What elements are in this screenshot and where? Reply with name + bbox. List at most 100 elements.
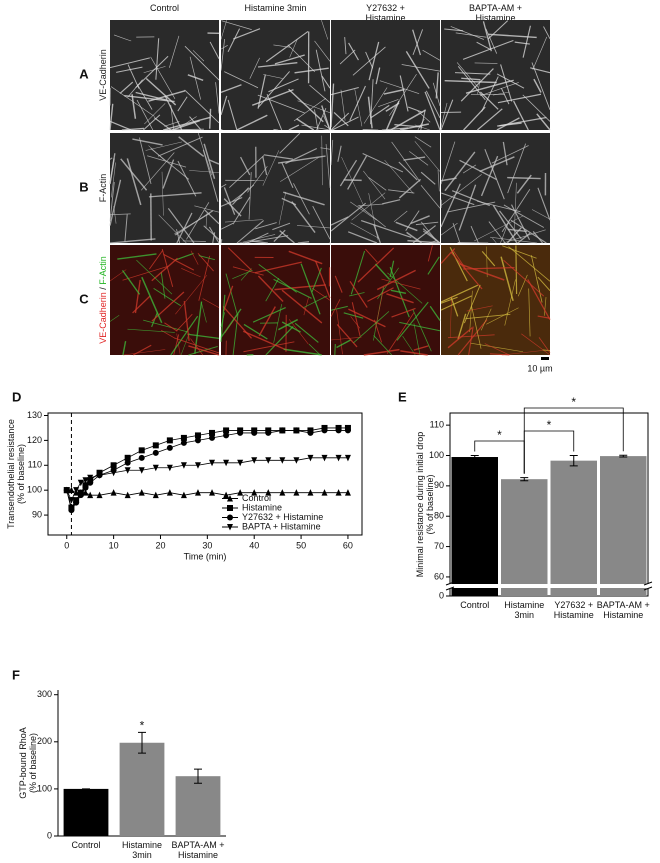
micrograph-texture <box>417 118 425 131</box>
micrograph-texture <box>232 28 261 40</box>
micrograph-texture <box>162 116 211 131</box>
micrograph-texture <box>471 306 482 349</box>
micrograph-texture <box>379 80 420 95</box>
micrograph-texture <box>212 232 216 244</box>
marker <box>87 479 94 486</box>
micrograph-texture <box>521 333 551 356</box>
series-line <box>66 430 348 512</box>
micrograph-texture <box>232 196 251 225</box>
micrograph <box>440 245 551 356</box>
micrograph-texture <box>109 238 156 244</box>
y-tick-label: 100 <box>37 783 52 793</box>
x-tick-label-line: 3min <box>132 850 152 860</box>
x-tick-label: Y27632 + Histamine <box>554 600 594 620</box>
micrograph-texture <box>385 102 400 112</box>
significance-label: * <box>571 395 576 409</box>
micrograph-texture <box>389 260 395 278</box>
micrograph-texture <box>240 156 251 176</box>
marker <box>265 489 272 496</box>
micrograph-texture <box>360 219 412 238</box>
micrograph-texture <box>406 231 422 244</box>
micrograph-texture <box>375 67 381 85</box>
y-axis-label-line: (% of baseline) <box>28 733 38 793</box>
x-tick-label-line: Histamine <box>554 610 594 620</box>
plot-frame <box>47 412 363 536</box>
micrograph-texture <box>188 345 220 356</box>
micrograph-texture <box>293 97 327 122</box>
micrograph-texture <box>422 228 441 244</box>
significance-label: * <box>547 418 552 432</box>
micrograph-texture <box>155 38 160 80</box>
micrograph-texture <box>247 166 268 193</box>
micrograph-texture <box>220 95 228 116</box>
legend-label: Histamine <box>242 502 282 512</box>
micrograph-texture <box>531 62 551 110</box>
micrograph-texture <box>391 141 421 182</box>
micrograph-texture <box>414 141 441 172</box>
marker <box>251 457 258 464</box>
marker <box>124 467 131 474</box>
bar <box>119 742 165 836</box>
micrograph-texture <box>194 205 220 213</box>
micrograph <box>330 245 441 356</box>
marker <box>87 474 94 482</box>
marker <box>152 491 159 499</box>
micrograph-texture <box>190 250 199 265</box>
micrograph-texture <box>239 234 276 244</box>
micrograph-texture <box>462 164 477 174</box>
micrograph-texture <box>220 45 228 50</box>
marker <box>124 459 131 466</box>
micrograph-texture <box>279 132 301 154</box>
micrograph-texture <box>457 313 467 340</box>
micrograph-texture <box>450 297 459 317</box>
micrograph-texture <box>429 305 441 321</box>
micrograph-texture <box>389 73 417 116</box>
micrograph-texture <box>151 291 185 322</box>
marker <box>180 491 187 499</box>
micrograph-texture <box>334 344 336 356</box>
micrograph-texture <box>528 288 531 337</box>
micrograph-texture <box>273 128 279 131</box>
marker <box>73 487 80 494</box>
marker <box>87 491 94 499</box>
marker <box>223 459 230 467</box>
micrograph-texture <box>258 306 276 337</box>
micrograph-background <box>331 20 440 130</box>
micrograph-texture <box>444 28 464 32</box>
marker <box>227 505 233 511</box>
error-bar <box>194 768 202 784</box>
column-header-line: Histamine 3min <box>244 3 306 13</box>
marker <box>237 429 244 436</box>
micrograph-texture <box>330 216 349 226</box>
x-tick-label: Histamine 3min <box>504 600 544 620</box>
x-tick-label: 50 <box>296 540 306 550</box>
micrograph-texture <box>164 95 183 131</box>
plot-frame <box>449 412 649 597</box>
micrograph-texture <box>116 66 143 73</box>
micrograph-texture <box>220 128 223 131</box>
micrograph-texture <box>486 246 488 278</box>
marker <box>166 489 173 496</box>
micrograph-texture <box>384 159 414 194</box>
micrograph-texture <box>288 250 323 265</box>
micrograph-texture <box>132 138 163 146</box>
micrograph-texture <box>190 338 204 356</box>
micrograph-texture <box>414 124 430 131</box>
y-tick-label: 70 <box>434 541 444 551</box>
micrograph-texture <box>362 129 379 131</box>
micrograph-texture <box>135 55 169 88</box>
column-header-line: Y27632 + <box>366 3 405 13</box>
micrograph-texture <box>183 301 190 341</box>
micrograph-texture <box>127 328 175 333</box>
micrograph-texture <box>543 26 551 39</box>
micrograph-texture <box>420 184 441 209</box>
marker <box>194 437 201 444</box>
micrograph-texture <box>249 57 260 79</box>
micrograph-texture <box>447 327 473 349</box>
micrograph-texture <box>277 155 326 164</box>
y-tick-label: 90 <box>32 509 42 519</box>
marker <box>194 489 201 496</box>
marker <box>293 489 300 496</box>
micrograph-texture <box>336 339 352 349</box>
